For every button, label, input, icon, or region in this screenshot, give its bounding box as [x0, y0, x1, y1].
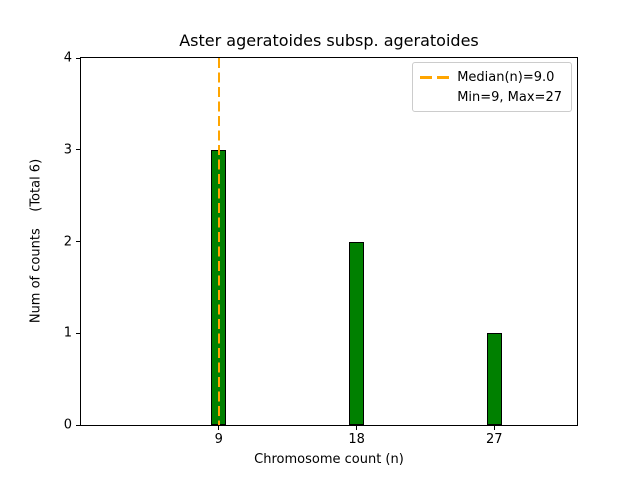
y-tick-mark-2	[76, 241, 80, 242]
x-tick-mark-18	[356, 426, 358, 430]
x-axis-label: Chromosome count (n)	[254, 452, 404, 467]
legend-label-minmax: Min=9, Max=27	[457, 89, 562, 105]
y-tick-mark-1	[76, 332, 80, 334]
y-tick-label-0: 0	[63, 417, 72, 433]
chart-title: Aster ageratoides subsp. ageratoides	[179, 31, 479, 50]
y-tick-label-4: 4	[63, 50, 72, 66]
median-dashed-line-icon	[420, 75, 450, 79]
legend-entry-median: Median(n)=9.0	[420, 67, 562, 87]
x-tick-mark-27	[493, 426, 495, 430]
y-tick-mark-3	[76, 149, 80, 151]
x-tick-label-18: 18	[348, 432, 365, 447]
y-tick-label-2: 2	[63, 234, 72, 249]
y-tick-mark-0	[76, 424, 80, 426]
legend-sample-blank	[420, 96, 449, 99]
y-axis-label: Num of counts (Total 6)	[28, 158, 44, 324]
y-tick-mark-4	[76, 57, 80, 59]
y-tick-label-3: 3	[63, 142, 72, 158]
x-tick-mark-9	[218, 426, 220, 430]
bar-n18	[348, 241, 365, 425]
median-line	[217, 58, 220, 425]
bar-n27	[486, 333, 502, 425]
x-tick-label-27: 27	[486, 432, 503, 447]
legend: Median(n)=9.0 Min=9, Max=27	[412, 62, 572, 112]
x-tick-label-9: 9	[214, 432, 223, 447]
plot-area: Median(n)=9.0 Min=9, Max=27 0 1 2 3 4 9 18 27	[64, 51, 578, 447]
legend-entry-minmax: Min=9, Max=27	[420, 87, 562, 107]
y-tick-label-1: 1	[63, 325, 72, 341]
legend-label-median: Median(n)=9.0	[457, 69, 555, 85]
